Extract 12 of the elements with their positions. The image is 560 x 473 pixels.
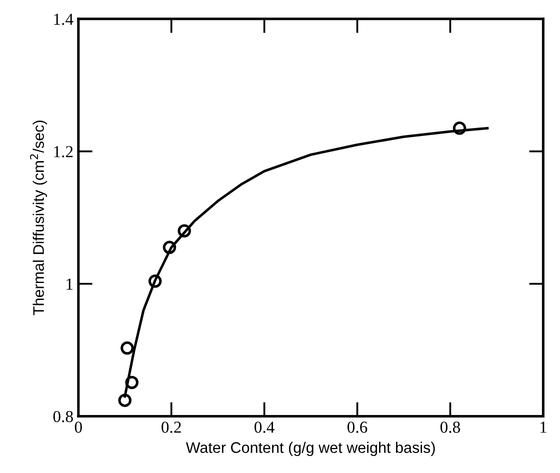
- x-tick-label: 0.2: [162, 422, 181, 433]
- y-axis-title: Thermal Diffusivity (cm$^{2}$/sec): [30, 120, 47, 316]
- x-tick-label: 1: [540, 422, 546, 433]
- y-tick-label: 1: [66, 278, 73, 290]
- x-axis-title: Water Content (g/g wet weight basis): [186, 442, 435, 456]
- x-tick-label: 0.8: [440, 422, 460, 433]
- x-tick-label: 0.4: [254, 422, 274, 433]
- y-tick-label: 1.2: [54, 146, 73, 158]
- y-tick-label: 1.4: [54, 14, 74, 25]
- x-tick-label: 0.6: [348, 422, 368, 433]
- y-tick-label: 0.8: [53, 410, 73, 422]
- x-tick-label: 0: [74, 422, 82, 433]
